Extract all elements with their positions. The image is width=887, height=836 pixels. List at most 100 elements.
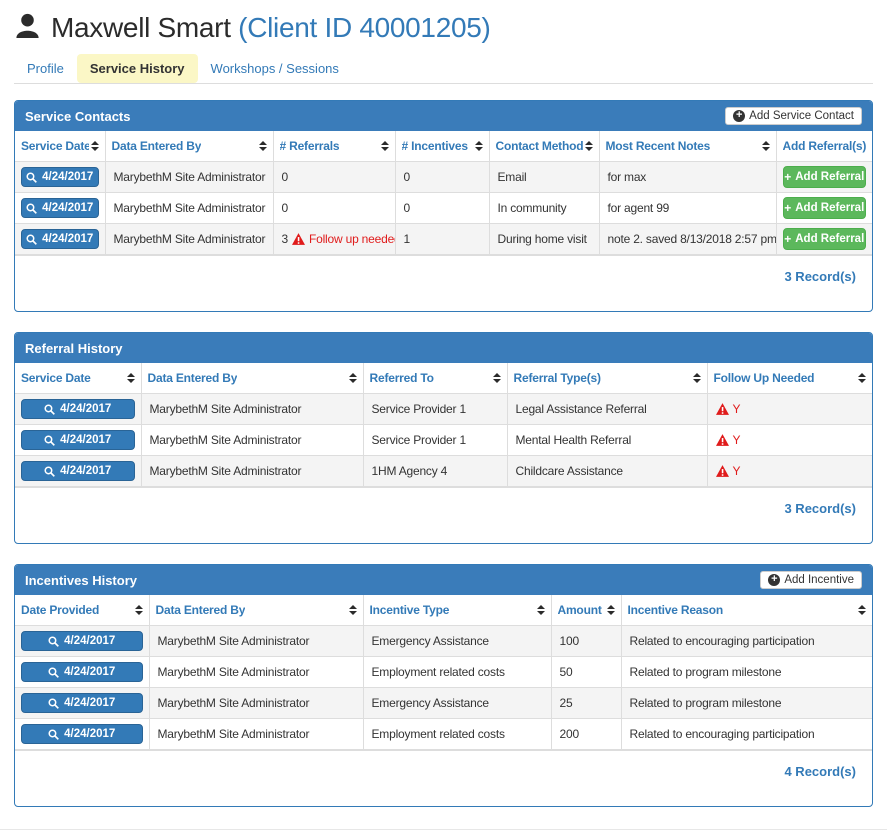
view-referral-button[interactable]: 4/24/2017 [21,430,135,450]
col-contact-method[interactable]: Contact Method [488,131,600,162]
incentive-type-cell: Employment related costs [362,656,552,688]
col-most-recent-notes[interactable]: Most Recent Notes [598,131,777,162]
col-amount[interactable]: Amount [550,595,622,626]
col-num-referrals[interactable]: # Referrals [272,131,396,162]
table-row: 4/24/2017 MarybethM Site Administrator S… [15,393,872,425]
col-data-entered-by[interactable]: Data Entered By [104,131,274,162]
tab-profile[interactable]: Profile [27,61,64,76]
sort-icon [90,141,99,151]
add-incentive-label: Add Incentive [784,574,854,586]
table-row: 4/24/2017 MarybethM Site Administrator 1… [15,455,872,487]
entered-by-cell: MarybethM Site Administrator [140,424,364,456]
search-icon [48,697,60,709]
sort-icon [492,373,501,383]
warning-icon [715,403,729,415]
col-date-provided[interactable]: Date Provided [15,595,150,626]
col-referred-to[interactable]: Referred To [362,363,508,394]
plus-icon: + [784,170,792,184]
table-row: 4/24/2017 MarybethM Site Administrator 0… [15,161,872,193]
referrals-cell: 3 Follow up needed [272,223,396,255]
follow-up-flag: Y [732,433,741,447]
entered-by-cell: MarybethM Site Administrator [148,625,364,657]
contact-method-cell: In community [488,192,600,224]
sort-icon [380,141,389,151]
col-incentive-reason[interactable]: Incentive Reason [620,595,872,626]
follow-up-flag: Y [732,402,741,416]
search-icon [26,233,38,245]
amount-cell: 100 [550,625,622,657]
incentives-cell: 1 [394,223,490,255]
add-service-contact-label: Add Service Contact [749,110,854,122]
amount-cell: 200 [550,718,622,750]
incentive-reason-cell: Related to encouraging participation [620,718,872,750]
col-follow-up-needed[interactable]: Follow Up Needed [706,363,872,394]
service-contacts-title: Service Contacts [25,108,131,124]
incentives-history-title: Incentives History [25,572,137,588]
sort-icon [858,373,866,383]
search-icon [44,465,56,477]
sort-icon [474,141,483,151]
view-referral-button[interactable]: 4/24/2017 [21,399,135,419]
add-referral-button[interactable]: + Add Referral [782,166,866,188]
incentive-reason-cell: Related to encouraging participation [620,625,872,657]
col-data-entered-by[interactable]: Data Entered By [148,595,364,626]
search-icon [26,202,38,214]
add-referral-button[interactable]: + Add Referral [782,228,866,250]
sort-icon [606,605,615,615]
sort-icon [536,605,545,615]
page-footer: © 2020 - nFORM - Information, Family Out… [0,830,887,836]
client-header: Maxwell Smart (Client ID 40001205) [0,0,887,50]
table-row: 4/24/2017 MarybethM Site Administrator E… [15,625,872,657]
col-service-date[interactable]: Service Date [15,131,106,162]
table-row: 4/24/2017 MarybethM Site Administrator 3… [15,223,872,255]
incentive-type-cell: Employment related costs [362,718,552,750]
tab-workshops-sessions[interactable]: Workshops / Sessions [210,61,339,76]
col-incentive-type[interactable]: Incentive Type [362,595,552,626]
referrals-cell: 0 [272,192,396,224]
entered-by-cell: MarybethM Site Administrator [104,161,274,193]
view-incentive-button[interactable]: 4/24/2017 [21,693,143,713]
sort-icon [692,373,701,383]
tabs-divider [14,83,873,84]
entered-by-cell: MarybethM Site Administrator [148,656,364,688]
plus-icon: + [784,232,792,246]
page-title: Maxwell Smart (Client ID 40001205) [51,12,491,44]
sort-icon [584,141,593,151]
tab-service-history[interactable]: Service History [76,54,198,83]
view-incentive-button[interactable]: 4/24/2017 [21,631,143,651]
col-service-date[interactable]: Service Date [15,363,142,394]
table-row: 4/24/2017 MarybethM Site Administrator E… [15,687,872,719]
sort-icon [761,141,770,151]
referral-history-header-row: Service Date Data Entered By Referred To… [15,363,872,394]
client-id: (Client ID 40001205) [238,12,491,43]
notes-cell: for agent 99 [598,192,777,224]
record-count: 3 Record(s) [15,255,872,311]
view-incentive-button[interactable]: 4/24/2017 [21,662,143,682]
view-service-contact-button[interactable]: 4/24/2017 [21,229,99,249]
search-icon [48,728,60,740]
col-num-incentives[interactable]: # Incentives [394,131,490,162]
col-referral-types[interactable]: Referral Type(s) [506,363,708,394]
add-referral-button[interactable]: + Add Referral [782,197,866,219]
entered-by-cell: MarybethM Site Administrator [140,393,364,425]
search-icon [48,635,60,647]
entered-by-cell: MarybethM Site Administrator [148,687,364,719]
contact-method-cell: Email [488,161,600,193]
add-incentive-button[interactable]: + Add Incentive [760,571,862,589]
entered-by-cell: MarybethM Site Administrator [104,192,274,224]
incentive-type-cell: Emergency Assistance [362,687,552,719]
add-service-contact-button[interactable]: + Add Service Contact [725,107,862,125]
service-contacts-heading: Service Contacts + Add Service Contact [15,101,872,131]
follow-up-needed-label: Follow up needed [308,232,395,246]
sort-icon [258,141,267,151]
col-data-entered-by[interactable]: Data Entered By [140,363,364,394]
view-referral-button[interactable]: 4/24/2017 [21,461,135,481]
warning-icon [715,434,729,446]
incentive-reason-cell: Related to program milestone [620,656,872,688]
service-contacts-header-row: Service Date Data Entered By # Referrals… [15,131,872,162]
view-service-contact-button[interactable]: 4/24/2017 [21,198,99,218]
view-service-contact-button[interactable]: 4/24/2017 [21,167,99,187]
view-incentive-button[interactable]: 4/24/2017 [21,724,143,744]
plus-circle-icon: + [733,110,746,122]
incentives-history-heading: Incentives History + Add Incentive [15,565,872,595]
